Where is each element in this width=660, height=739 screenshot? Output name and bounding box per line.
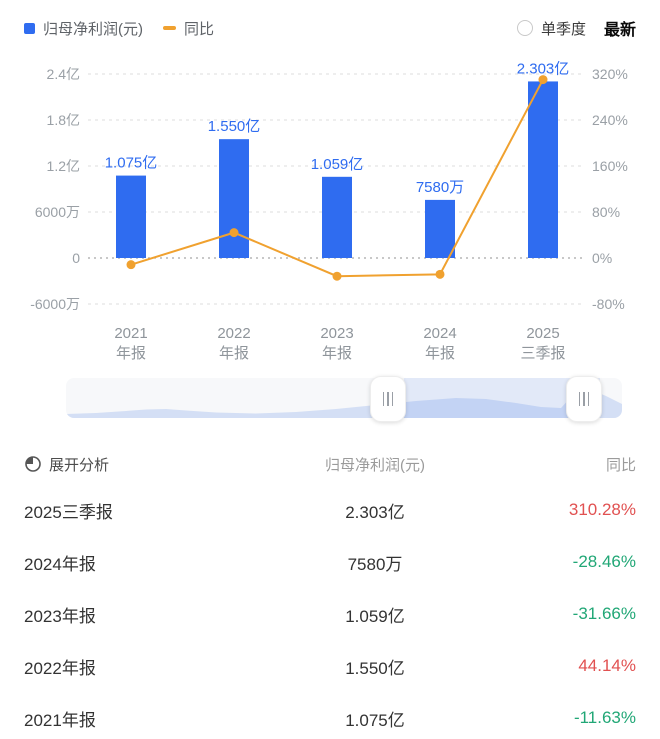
row-yoy: -31.66% <box>572 604 636 623</box>
left-axis-tick: 0 <box>72 250 80 266</box>
bar-value-label: 1.059亿 <box>311 156 364 173</box>
row-yoy: 310.28% <box>568 500 636 519</box>
profit-bar <box>528 81 558 258</box>
x-axis-label: 2025 三季报 <box>520 325 565 362</box>
row-yoy: -11.63% <box>573 708 636 727</box>
yoy-point <box>229 228 239 238</box>
row-value: 7580万 <box>347 554 403 574</box>
yoy-column-header: 同比 <box>605 456 636 474</box>
legend-net-profit[interactable]: 归母净利润(元) <box>24 18 143 39</box>
chart-controls: 单季度 最新 <box>516 16 636 40</box>
expand-analysis-button[interactable]: 展开分析 <box>24 454 244 475</box>
row-value: 2.303亿 <box>345 502 405 522</box>
right-axis-tick: -80% <box>592 296 625 312</box>
left-axis-tick: 1.8亿 <box>47 112 80 128</box>
bar-series-swatch <box>24 22 35 34</box>
right-axis-tick: 0% <box>592 250 612 266</box>
left-axis-ticks: 2.4亿 1.8亿 1.2亿 6000万 0 -6000万 <box>30 66 80 312</box>
bar-series-label: 归母净利润(元) <box>43 20 143 38</box>
report-table: 2025三季报 2.303亿 310.28% 2024年报 7580万 -28.46% 20… <box>24 484 636 739</box>
line-series-label: 同比 <box>184 20 215 38</box>
row-yoy: -28.46% <box>572 552 636 571</box>
table-row: 2022年报 1.550亿 44.14% <box>24 640 636 692</box>
left-axis-tick: 1.2亿 <box>47 158 80 174</box>
data-zoom-right-handle[interactable] <box>566 376 602 422</box>
chart-legend: 归母净利润(元) 同比 单季度 最新 <box>24 16 636 40</box>
x-axis-label: 2023 年报 <box>320 325 353 362</box>
table-row: 2024年报 7580万 -28.46% <box>24 536 636 588</box>
yoy-point <box>538 75 548 85</box>
yoy-point <box>332 271 342 281</box>
legend-yoy[interactable]: 同比 <box>143 18 214 39</box>
row-period: 2022年报 <box>24 658 96 678</box>
profit-bar <box>219 139 249 258</box>
data-zoom-left-handle[interactable] <box>370 376 406 422</box>
row-value: 1.550亿 <box>345 658 405 678</box>
bar-value-label: 1.075亿 <box>105 155 158 172</box>
right-axis-tick: 240% <box>592 112 628 128</box>
left-axis-tick: 6000万 <box>35 204 80 220</box>
minimap-area <box>66 384 622 418</box>
profit-bars <box>116 81 558 258</box>
left-axis-tick: 2.4亿 <box>47 66 80 82</box>
bar-value-label: 2.303亿 <box>517 60 570 77</box>
profit-bar <box>425 199 455 258</box>
bar-value-labels: 1.075亿 1.550亿 1.059亿 7580万 2.303亿 <box>105 60 570 195</box>
right-axis-tick: 320% <box>592 66 628 82</box>
table-row: 2025三季报 2.303亿 310.28% <box>24 484 636 536</box>
data-zoom-minimap <box>66 378 622 418</box>
profit-bar <box>322 176 352 258</box>
row-value: 1.059亿 <box>345 606 405 626</box>
row-yoy: 44.14% <box>578 656 636 675</box>
profit-yoy-chart: 2.4亿 1.8亿 1.2亿 6000万 0 -6000万 320% 240% 160% 80%… <box>30 60 628 362</box>
yoy-point <box>435 269 445 279</box>
table-row: 2021年报 1.075亿 -11.63% <box>24 692 636 739</box>
latest-tab[interactable]: 最新 <box>603 22 636 39</box>
right-axis-ticks: 320% 240% 160% 80% 0% -80% <box>592 66 628 312</box>
row-period: 2024年报 <box>24 554 96 574</box>
pie-chart-icon <box>25 456 41 472</box>
row-period: 2023年报 <box>24 606 96 626</box>
table-header: 展开分析 归母净利润(元) 同比 <box>24 448 636 480</box>
right-axis-tick: 80% <box>592 204 620 220</box>
value-column-header: 归母净利润(元) <box>325 456 425 474</box>
x-axis-labels: 2021 年报 2022 年报 2023 年报 2024 年报 2025 三季报 <box>114 325 565 362</box>
x-axis-label: 2022 年报 <box>217 325 250 362</box>
single-quarter-label[interactable]: 单季度 <box>540 20 586 38</box>
single-quarter-radio[interactable] <box>516 20 533 36</box>
right-axis-tick: 160% <box>592 158 628 174</box>
yoy-point <box>126 260 136 270</box>
row-value: 1.075亿 <box>345 710 405 730</box>
bar-value-label: 7580万 <box>416 179 464 196</box>
row-period: 2021年报 <box>24 710 96 730</box>
row-period: 2025三季报 <box>24 502 113 522</box>
data-zoom-slider[interactable] <box>66 376 622 422</box>
yoy-line <box>126 75 548 281</box>
bar-value-label: 1.550亿 <box>208 118 261 135</box>
x-axis-label: 2024 年报 <box>423 325 456 362</box>
left-axis-tick: -6000万 <box>30 296 80 312</box>
line-series-swatch <box>163 26 176 30</box>
x-axis-label: 2021 年报 <box>114 325 147 362</box>
expand-analysis-label: 展开分析 <box>49 456 110 474</box>
profit-bar <box>116 175 146 258</box>
table-row: 2023年报 1.059亿 -31.66% <box>24 588 636 640</box>
